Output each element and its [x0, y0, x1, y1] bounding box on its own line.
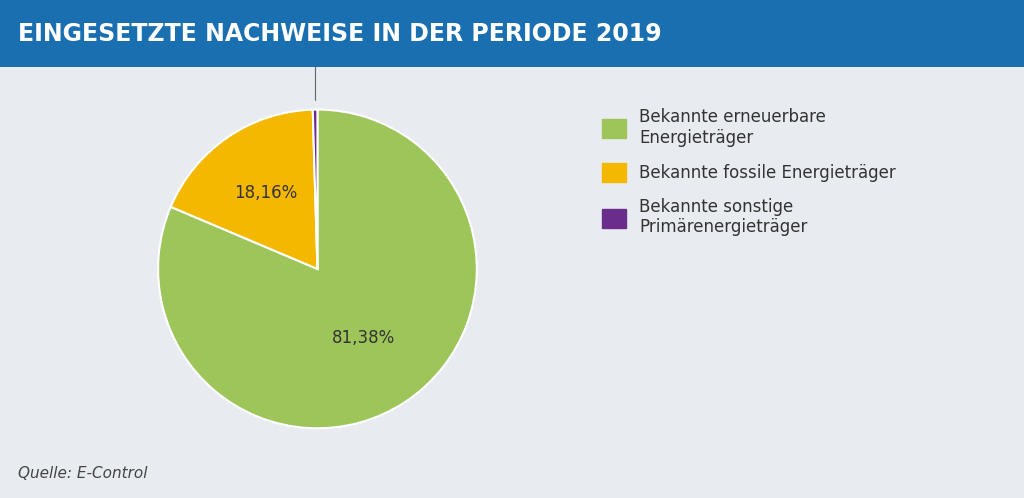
Text: Quelle: E-Control: Quelle: E-Control — [18, 466, 147, 481]
Wedge shape — [171, 110, 317, 269]
Wedge shape — [312, 110, 317, 269]
Legend: Bekannte erneuerbare
Energieträger, Bekannte fossile Energieträger, Bekannte son: Bekannte erneuerbare Energieträger, Beka… — [602, 108, 896, 237]
Text: 18,16%: 18,16% — [233, 184, 297, 202]
Text: 0,47%: 0,47% — [348, 40, 401, 58]
Text: 81,38%: 81,38% — [332, 329, 395, 347]
Wedge shape — [158, 110, 477, 428]
Text: EINGESETZTE NACHWEISE IN DER PERIODE 2019: EINGESETZTE NACHWEISE IN DER PERIODE 201… — [18, 21, 663, 46]
